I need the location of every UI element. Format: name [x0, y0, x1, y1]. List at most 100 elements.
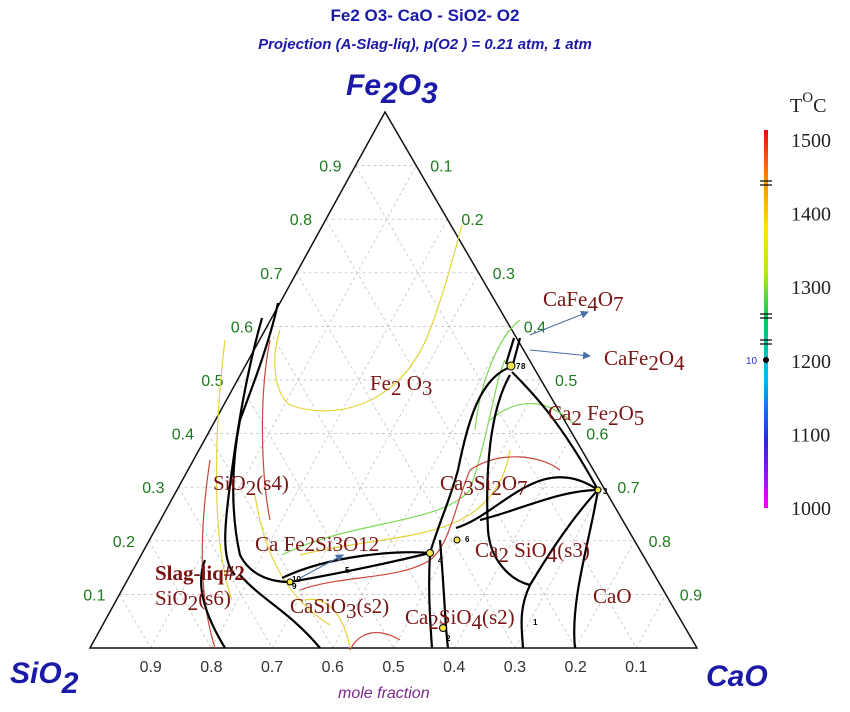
boundary-lower	[479, 488, 599, 522]
tick-label-right: 0.4	[524, 319, 546, 336]
grid-line-sio2	[296, 272, 516, 649]
tick-label-left: 0.9	[319, 159, 341, 176]
invariant-label-10: 10	[292, 575, 301, 584]
point-marker-2	[439, 624, 447, 632]
vertex-label-fe2o3: Fe2O3	[346, 69, 438, 110]
invariant-markers	[286, 361, 602, 632]
tick-label-right: 0.5	[555, 373, 577, 390]
phase-label-cafe4o7: CaFe4O7	[543, 287, 624, 316]
tick-label-bottom: 0.6	[322, 659, 344, 676]
point-marker-3	[594, 486, 602, 494]
tick-label-left: 0.5	[201, 373, 223, 390]
tick-label-bottom: 0.2	[564, 659, 586, 676]
isotherms	[201, 224, 576, 651]
boundary-fe2o3-cafe-b	[504, 337, 516, 365]
isotherm-1400-c	[489, 402, 576, 426]
isotherm-1400	[281, 359, 506, 556]
boundary-left-ca2sio4	[428, 552, 434, 649]
boundary-slag	[239, 574, 321, 649]
arrow-cafe2o4	[529, 349, 591, 360]
xlabel: mole fraction	[338, 685, 430, 702]
phase-label-ca2sio4-s2: Ca2SiO4(s2)	[405, 605, 515, 634]
point-marker-8	[506, 361, 516, 371]
invariant-label-5: 5	[345, 566, 350, 575]
colorbar-tick-label: 1300	[791, 277, 831, 299]
colorbar-bar	[764, 130, 768, 508]
colorbar-tick-label: 1100	[791, 424, 830, 446]
boundary-cao	[486, 374, 531, 587]
tick-label-left: 0.1	[83, 587, 105, 604]
colorbar-point-10	[763, 357, 769, 363]
vertex-label-sio2: SiO2	[10, 657, 79, 700]
phase-label-ca3si2o7: Ca3Si2O7	[440, 471, 528, 500]
grid-line-cao	[514, 487, 604, 649]
tick-label-bottom: 0.9	[140, 659, 162, 676]
tick-label-right: 0.9	[680, 587, 702, 604]
phase-label-slag-liq2: Slag-liq#2	[155, 561, 245, 585]
invariant-label-6: 6	[465, 535, 470, 544]
grid-line-cao	[150, 165, 417, 649]
boundary-ca2sio4-s2-right	[520, 584, 531, 649]
grid-line-sio2	[119, 594, 152, 649]
isotherm-1300-c	[254, 494, 331, 626]
grid-line-cao	[575, 540, 635, 649]
tick-label-right: 0.3	[493, 266, 515, 283]
isotherm-1200-d	[469, 456, 561, 471]
grid-line-sio2	[148, 540, 212, 649]
tick-label-right: 0.6	[586, 427, 608, 444]
tick-label-bottom: 0.8	[200, 659, 222, 676]
isotherm-1300-b	[215, 339, 233, 601]
invariant-label-4: 4	[438, 556, 443, 565]
isotherm-1200	[261, 339, 271, 521]
colorbar-point-label: 10	[746, 356, 758, 367]
boundary-ca3-lower	[455, 476, 599, 530]
boundary-sio2-s6	[200, 559, 226, 649]
grid-line-cao	[453, 433, 573, 649]
axis-ticks: 0.1 0.1 0.2 0.2 0.3 0.3 0.4 0.4 0.5 0.5 0.6 0.6 0.7 0…	[83, 159, 702, 676]
boundary-cao-b	[529, 489, 599, 586]
phase-label-cafe2o4: CaFe2O4	[604, 346, 685, 375]
boundary-casio3	[289, 551, 431, 584]
tick-label-left: 0.4	[172, 427, 194, 444]
tick-label-right: 0.8	[649, 534, 671, 551]
colorbar-tick-label: 1200	[791, 351, 831, 373]
colorbar-title: TOC	[790, 90, 826, 117]
tick-label-left: 0.3	[142, 480, 164, 497]
invariant-label-2: 2	[446, 634, 451, 643]
phase-label-sio2-s6: SiO2(s6)	[155, 586, 231, 615]
point-marker-6	[453, 536, 461, 544]
point-marker-4	[426, 549, 434, 557]
grid-line-sio2	[237, 379, 394, 649]
phase-label-fe2o3: Fe2 O3	[370, 371, 432, 400]
invariant-label-9: 9	[292, 582, 297, 591]
arrow-cafe4o7	[529, 310, 589, 336]
invariant-label-3: 3	[603, 487, 608, 496]
invariant-label-8: 8	[521, 362, 526, 371]
boundary-ca2sio4-s3	[438, 539, 450, 649]
isotherm-1300-d	[299, 449, 511, 556]
isotherm-1200-f	[304, 598, 351, 649]
invariant-label-7: 7	[516, 362, 521, 371]
tick-label-right: 0.7	[617, 480, 639, 497]
isotherm-1400-b	[474, 319, 521, 431]
phase-label-ca2sio4-s3: Ca2 SiO4(s3)	[475, 538, 590, 567]
grid-line-cao	[635, 594, 667, 649]
arrow-cafe2si3	[299, 554, 344, 579]
tick-label-bottom: 0.5	[382, 659, 404, 676]
tick-label-right: 0.1	[430, 159, 452, 176]
colorbar-ticks: 1500 1400 1300 1200 1100 1000	[791, 130, 831, 520]
tick-label-bottom: 0.3	[504, 659, 526, 676]
colorbar-tick-label: 1000	[791, 498, 831, 520]
vertex-label-cao: CaO	[706, 660, 768, 693]
triangle-outline	[88, 110, 699, 649]
tick-label-bottom: 0.4	[443, 659, 465, 676]
tick-label-left: 0.2	[113, 534, 135, 551]
boundary-sio2-fe2o3	[232, 302, 291, 584]
invariant-label-1: 1	[533, 618, 538, 627]
boundary-cafe2si3	[281, 551, 431, 579]
boundary-sio2-outer	[224, 317, 264, 576]
colorbar-tick-label: 1400	[791, 204, 831, 226]
tick-label-left: 0.7	[260, 266, 282, 283]
tick-label-left: 0.6	[231, 319, 253, 336]
